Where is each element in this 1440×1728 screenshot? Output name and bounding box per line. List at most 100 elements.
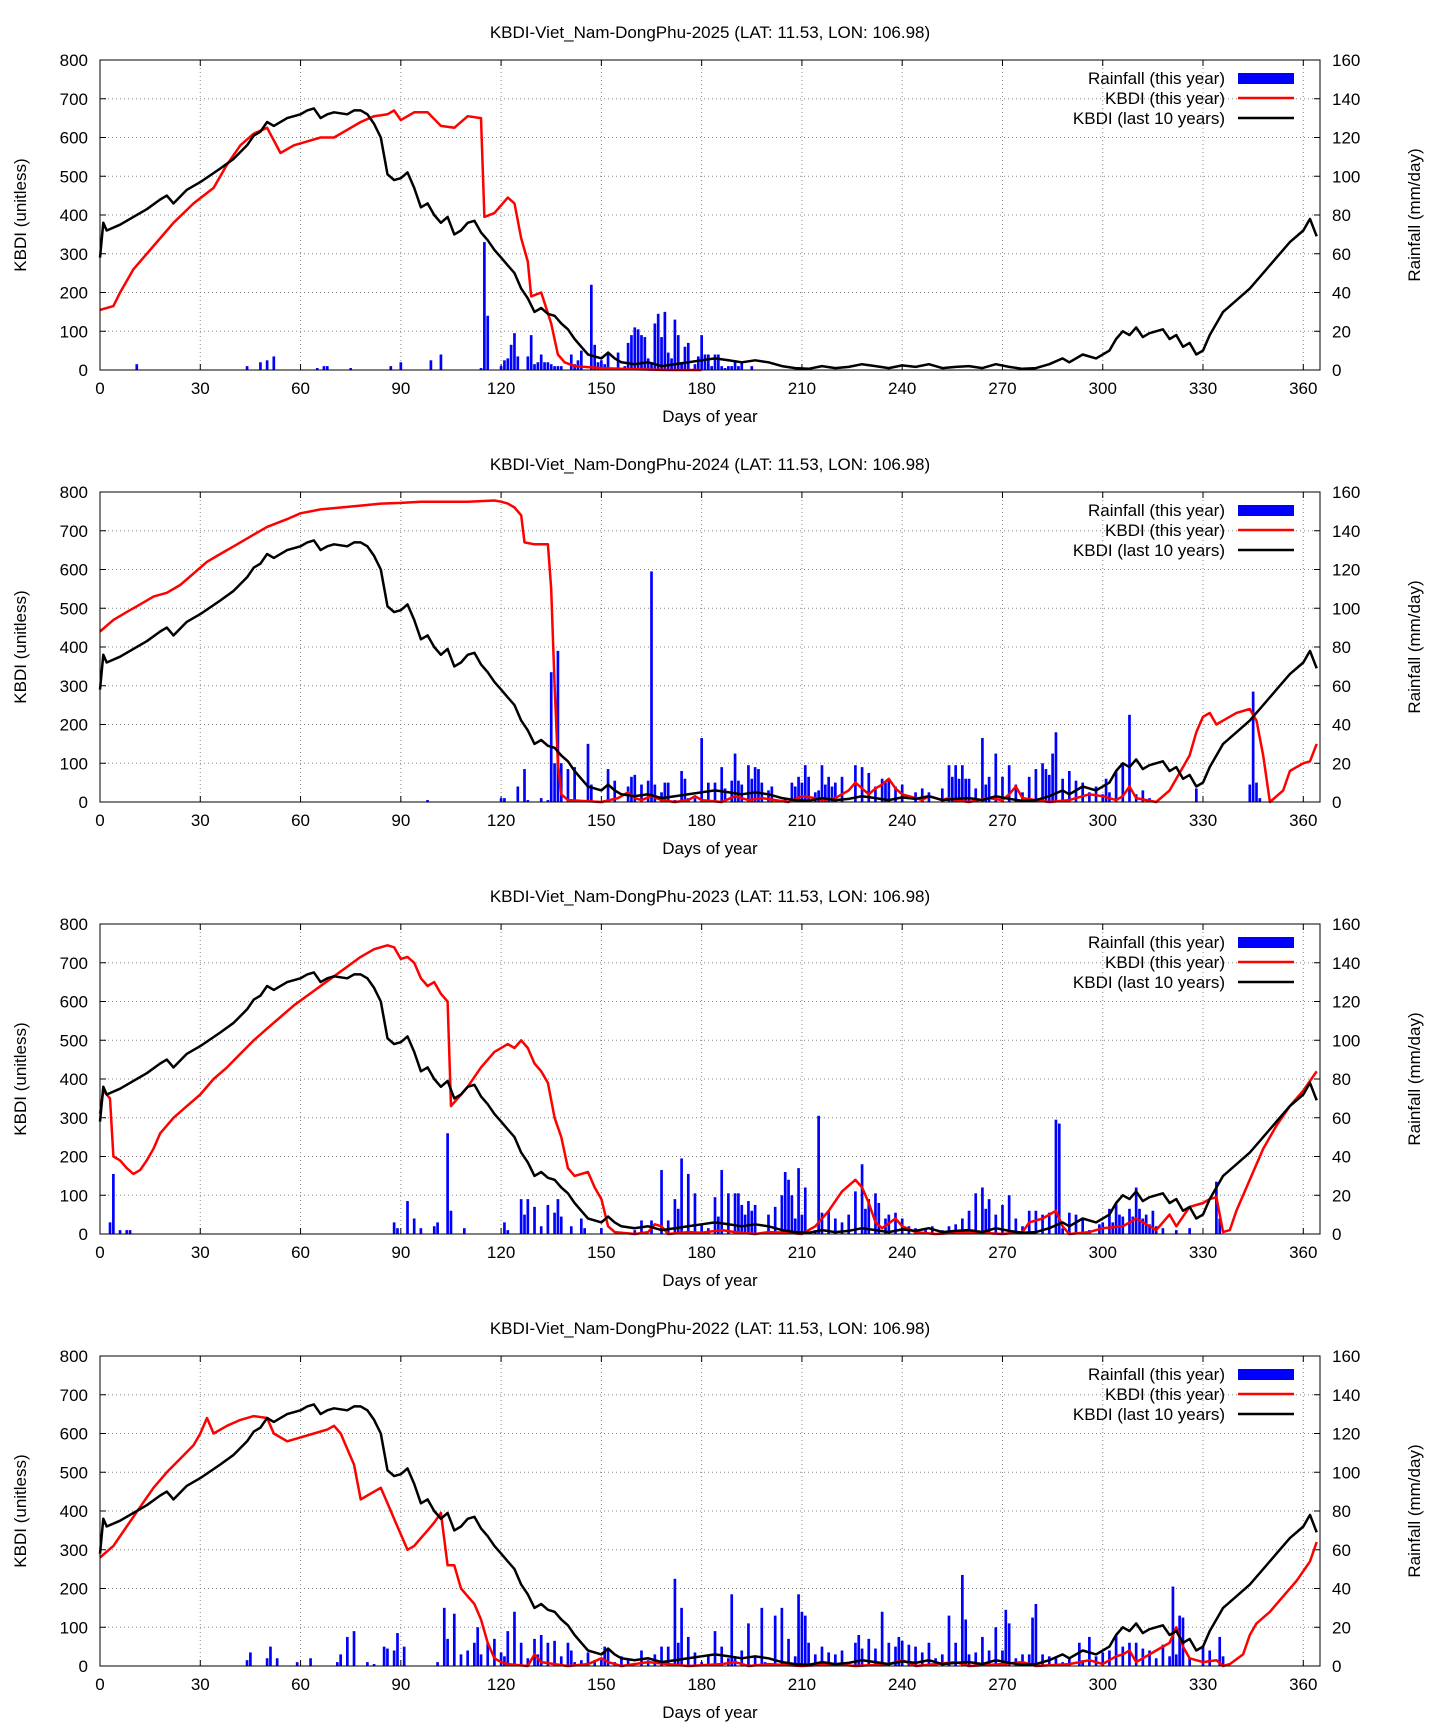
grid bbox=[100, 492, 1320, 802]
y-tick-label: 700 bbox=[60, 1386, 88, 1405]
y2-tick-label: 80 bbox=[1332, 1502, 1351, 1521]
rainfall-bar bbox=[820, 765, 824, 802]
y2-tick-label: 20 bbox=[1332, 754, 1351, 773]
rainfall-bar bbox=[1148, 1224, 1151, 1234]
rainfall-bar bbox=[834, 782, 837, 802]
rainfall-bar bbox=[753, 1656, 757, 1666]
x-tick-label: 360 bbox=[1289, 379, 1317, 398]
legend: Rainfall (this year)KBDI (this year)KBDI… bbox=[1073, 1365, 1294, 1424]
rainfall-bar bbox=[483, 242, 486, 370]
rainfall-bar bbox=[947, 1615, 951, 1666]
rainfall-bar bbox=[135, 364, 139, 370]
rainfall-bar bbox=[743, 1214, 747, 1234]
rainfall-bar bbox=[646, 358, 650, 370]
rainfall-bar bbox=[533, 1206, 536, 1234]
x-tick-label: 30 bbox=[191, 811, 210, 830]
rainfall-bar bbox=[1074, 1214, 1078, 1234]
y-tick-label: 500 bbox=[60, 1031, 88, 1050]
rainfall-bar bbox=[1078, 1642, 1081, 1666]
rainfall-bar bbox=[533, 1638, 536, 1666]
legend-label: KBDI (this year) bbox=[1105, 953, 1225, 972]
rainfall-bar bbox=[830, 786, 834, 802]
rainfall-bar bbox=[539, 1635, 543, 1666]
y2-tick-label: 20 bbox=[1332, 1186, 1351, 1205]
rainfall-bar bbox=[295, 1662, 299, 1666]
rainfall-bar bbox=[961, 1574, 964, 1666]
rainfall-bar bbox=[546, 362, 550, 370]
rainfall-bar bbox=[249, 1652, 252, 1666]
rainfall-bar bbox=[272, 356, 276, 370]
rainfall-bar bbox=[920, 788, 924, 802]
rainfall-bar bbox=[506, 1631, 510, 1666]
x-axis-label: Days of year bbox=[662, 407, 758, 426]
rainfall-bar bbox=[519, 1642, 523, 1666]
y2-tick-label: 160 bbox=[1332, 1347, 1360, 1366]
rainfall-bar bbox=[1194, 788, 1198, 802]
y2-tick-label: 120 bbox=[1332, 129, 1360, 148]
legend-label: KBDI (this year) bbox=[1105, 521, 1225, 540]
x-tick-label: 240 bbox=[888, 811, 916, 830]
x-tick-label: 360 bbox=[1289, 811, 1317, 830]
series-bar-0 bbox=[108, 1115, 1222, 1234]
rainfall-bar bbox=[1208, 1650, 1212, 1666]
rainfall-bar bbox=[750, 778, 754, 802]
rainfall-bar bbox=[586, 1652, 590, 1666]
rainfall-bar bbox=[666, 352, 670, 370]
kbdi-line bbox=[98, 539, 1318, 803]
rainfall-bar bbox=[797, 776, 800, 802]
rainfall-bar bbox=[737, 1193, 740, 1234]
x-axis-label: Days of year bbox=[662, 1703, 758, 1722]
rainfall-bar bbox=[984, 1208, 988, 1234]
rainfall-bar bbox=[1221, 1656, 1225, 1666]
rainfall-bar bbox=[259, 362, 262, 370]
x-tick-label: 330 bbox=[1189, 811, 1217, 830]
rainfall-bar bbox=[650, 362, 653, 370]
rainfall-bar bbox=[673, 1199, 677, 1234]
rainfall-bar bbox=[693, 798, 697, 802]
rainfall-bar bbox=[753, 767, 757, 802]
series-line-2 bbox=[98, 539, 1318, 803]
y2-tick-label: 140 bbox=[1332, 90, 1360, 109]
rainfall-bar bbox=[656, 313, 660, 370]
rainfall-bar bbox=[693, 1652, 697, 1666]
rainfall-bar bbox=[406, 1201, 409, 1234]
rainfall-bar bbox=[713, 1197, 717, 1234]
rainfall-bar bbox=[606, 354, 610, 370]
rainfall-bar bbox=[245, 1660, 249, 1666]
rainfall-bar bbox=[586, 743, 590, 802]
y2-tick-label: 120 bbox=[1332, 993, 1360, 1012]
rainfall-bar bbox=[813, 1654, 817, 1666]
x-tick-label: 180 bbox=[687, 1243, 715, 1262]
rainfall-bar bbox=[733, 360, 737, 370]
y-tick-label: 500 bbox=[60, 599, 88, 618]
rainfall-bar bbox=[579, 350, 583, 370]
rainfall-bar bbox=[880, 778, 884, 802]
rainfall-bar bbox=[760, 1607, 764, 1666]
rainfall-bar bbox=[1188, 1228, 1191, 1234]
legend-swatch-bar bbox=[1238, 73, 1294, 84]
rainfall-bar bbox=[720, 767, 724, 802]
y2-tick-label: 60 bbox=[1332, 1541, 1351, 1560]
y-tick-label: 100 bbox=[60, 1186, 88, 1205]
kbdi-line bbox=[99, 499, 1318, 804]
rainfall-bar bbox=[867, 1199, 871, 1234]
rainfall-bar bbox=[125, 1230, 129, 1234]
rainfall-bar bbox=[894, 1646, 897, 1666]
rainfall-bar bbox=[128, 1230, 132, 1234]
rainfall-bar bbox=[887, 778, 891, 802]
legend-label: KBDI (last 10 years) bbox=[1073, 109, 1225, 128]
y-tick-label: 600 bbox=[60, 129, 88, 148]
rainfall-bar bbox=[386, 1648, 389, 1666]
rainfall-bar bbox=[730, 366, 734, 370]
rainfall-bar bbox=[1101, 1652, 1105, 1666]
rainfall-bar bbox=[686, 1636, 690, 1666]
rainfall-bar bbox=[1014, 784, 1018, 802]
y-tick-label: 700 bbox=[60, 522, 88, 541]
rainfall-bar bbox=[1041, 1654, 1044, 1666]
rainfall-bar bbox=[1034, 1604, 1038, 1666]
rainfall-bar bbox=[713, 782, 717, 802]
rainfall-bar bbox=[382, 1646, 386, 1666]
y-tick-label: 200 bbox=[60, 1148, 88, 1167]
rainfall-bar bbox=[663, 782, 667, 802]
rainfall-bar bbox=[1007, 1195, 1011, 1234]
